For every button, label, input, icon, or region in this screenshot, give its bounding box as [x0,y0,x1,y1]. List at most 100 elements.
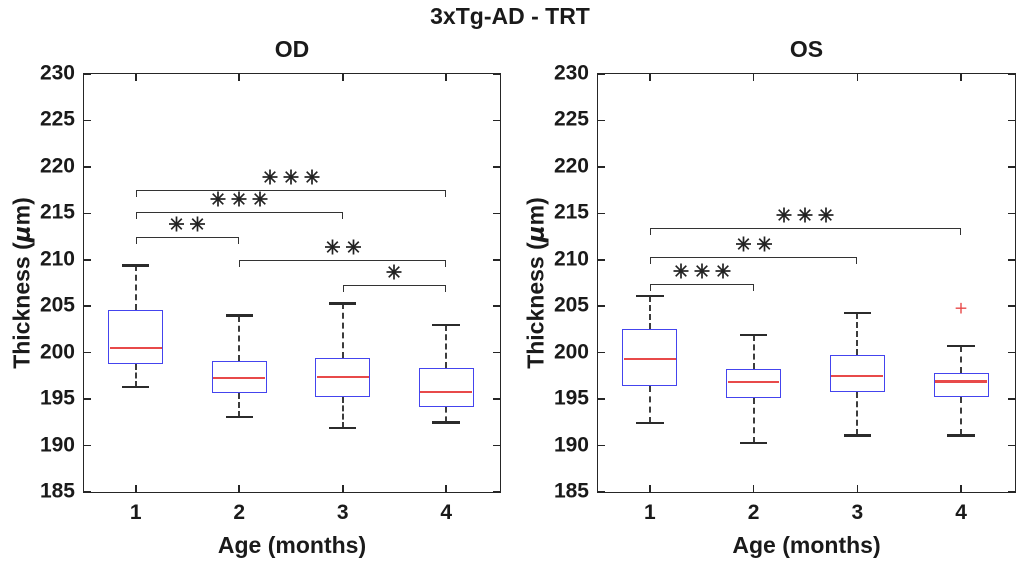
y-tick-label: 230 [553,61,589,85]
y-tick-label: 230 [39,61,75,85]
asterisk-icon [262,169,278,185]
y-tick-label: 215 [553,200,589,224]
y-tick [84,258,91,261]
y-tick-label: 190 [39,433,75,457]
y-tick-label: 200 [39,340,75,364]
box-whisker-lower [238,392,241,417]
box-whisker-cap [432,421,460,424]
y-tick [598,212,605,215]
y-axis-label-text: m) [8,197,35,226]
box-whisker-lower [134,363,137,388]
box-whisker-cap [432,323,460,326]
asterisk-icon [776,207,792,223]
asterisk-icon [818,207,834,223]
box-median-line [623,358,676,361]
significance-bracket [649,283,754,291]
asterisk-icon [345,239,361,255]
y-tick-label: 195 [39,386,75,410]
box-plot-box [108,309,164,364]
x-tick [238,74,241,81]
y-axis-label: Thickness (μm) [523,197,550,369]
asterisk-icon [252,191,268,207]
subplot-title: OD [274,36,310,62]
figure-title: 3xTg-AD - TRT [430,3,590,29]
y-tick [84,351,91,354]
y-tick [84,212,91,215]
y-tick-label: 190 [553,433,589,457]
y-tick [598,166,605,168]
box-whisker-lower [752,398,755,443]
subplot-os: OS Age (months) Thickness (μm) 185 190 195 200… [523,36,1016,558]
x-tick-label: 4 [440,501,453,524]
box-whisker-upper [341,303,344,359]
box-whisker-upper [134,265,137,310]
y-tick [1008,491,1015,493]
x-tick [856,485,859,492]
box-whisker-cap [636,294,664,298]
y-tick [1008,351,1015,354]
box-median-line [109,346,162,350]
box-median-line [935,380,987,383]
significance-bracket [239,259,447,267]
significance-stars [386,264,402,280]
y-tick-label: 185 [39,479,75,503]
y-tick [493,73,500,75]
asterisk-icon [283,169,299,185]
box-whisker-upper [648,296,651,330]
box-whisker-cap [947,434,975,437]
box-whisker-cap [739,333,768,337]
x-tick [960,74,962,81]
y-tick [598,258,605,261]
y-axis-label-text: m) [522,197,549,226]
x-tick-label: 3 [336,501,349,524]
y-tick [84,444,91,447]
y-tick [1008,119,1015,122]
box-whisker-lower [648,386,651,424]
box-whisker-upper [960,346,963,374]
y-axis-label: Thickness (μm) [9,197,36,369]
x-tick [752,74,755,81]
y-tick-label: 215 [39,200,75,224]
y-tick [493,166,500,168]
x-tick [134,485,137,492]
y-tick-label: 205 [553,293,589,317]
box-median-line [420,390,472,393]
y-axis-label-text: Thickness ( [8,242,35,369]
x-tick [752,485,755,492]
y-tick-label: 205 [39,293,75,317]
asterisk-icon [169,216,185,232]
subplot-title: OS [789,36,824,62]
y-tick [84,166,91,168]
box-whisker-cap [225,415,253,418]
y-tick-label: 195 [553,386,589,410]
asterisk-icon [694,263,710,279]
asterisk-icon [210,191,226,207]
box-whisker-upper [238,315,241,361]
y-tick-label: 220 [39,154,75,178]
y-tick [1008,258,1015,261]
box-whisker-upper [752,335,755,370]
x-tick [134,74,137,81]
box-plot-box [418,367,474,407]
y-tick-label: 225 [39,107,75,131]
x-tick [238,485,241,492]
significance-bracket [649,256,858,264]
box-median-line [727,381,780,384]
asterisk-icon [673,263,689,279]
y-tick [493,351,500,354]
y-axis-label-text: Thickness ( [522,242,549,369]
significance-bracket [135,236,240,244]
x-tick [649,485,651,492]
box-whisker-upper [856,312,859,355]
y-tick [1008,444,1015,447]
significance-bracket [342,284,447,292]
y-tick [598,398,605,400]
significance-stars [735,236,772,252]
outlier-marker: + [953,298,969,319]
box-whisker-cap [328,302,357,305]
box-median-line [316,375,369,378]
y-tick [1008,212,1015,215]
y-tick [598,73,605,75]
x-axis-label: Age (months) [217,532,367,558]
y-tick [84,73,91,75]
